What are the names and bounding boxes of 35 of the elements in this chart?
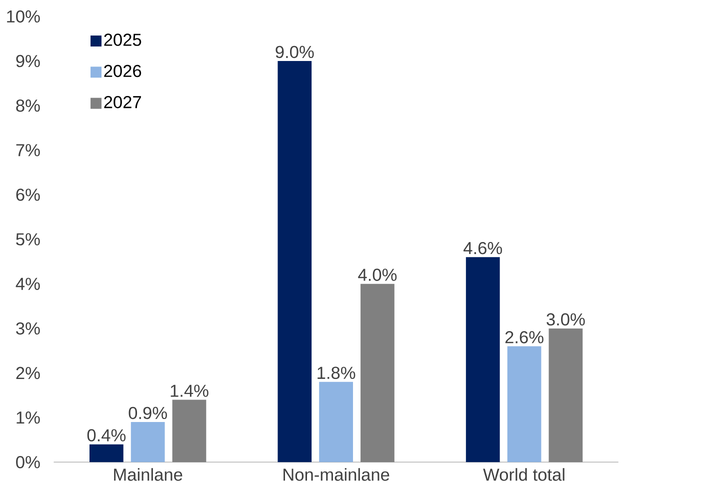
data-label: 1.8% [318, 366, 356, 380]
x-tick-label: Mainlane [114, 468, 182, 481]
data-label: 0.4% [87, 429, 126, 442]
data-label: 4.0% [358, 268, 397, 281]
bar [278, 61, 312, 462]
y-tick-label: 5% [16, 233, 40, 246]
bar [466, 257, 500, 462]
bar [89, 444, 124, 462]
y-tick-label: 7% [16, 144, 40, 156]
y-tick-label: 10% [7, 10, 40, 23]
y-tick-label: 1% [16, 412, 40, 424]
x-tick-label: World total [483, 468, 564, 481]
bar [548, 328, 583, 462]
bar [130, 422, 165, 462]
y-tick-label: 4% [16, 278, 40, 290]
data-label: 0.9% [128, 406, 167, 420]
data-label: 9.0% [276, 46, 314, 58]
y-tick-label: 3% [16, 322, 40, 335]
y-tick-label: 9% [16, 54, 40, 68]
bar [172, 400, 206, 462]
y-tick-label: 0% [16, 456, 40, 468]
data-label: 4.6% [464, 242, 502, 254]
y-tick-label: 2% [16, 366, 40, 380]
y-tick-label: 8% [16, 99, 40, 112]
legend-label: 2026 [104, 64, 142, 78]
bar [507, 346, 542, 462]
legend-label: 2027 [104, 96, 141, 108]
data-label: 3.0% [546, 313, 585, 326]
bar [319, 382, 353, 462]
y-tick-label: 6% [16, 188, 40, 201]
data-label: 2.6% [505, 331, 544, 344]
x-tick-label: Non-mainlane [284, 468, 390, 481]
bar [360, 284, 394, 462]
data-label: 1.4% [170, 384, 208, 397]
legend-label: 2025 [104, 34, 142, 46]
